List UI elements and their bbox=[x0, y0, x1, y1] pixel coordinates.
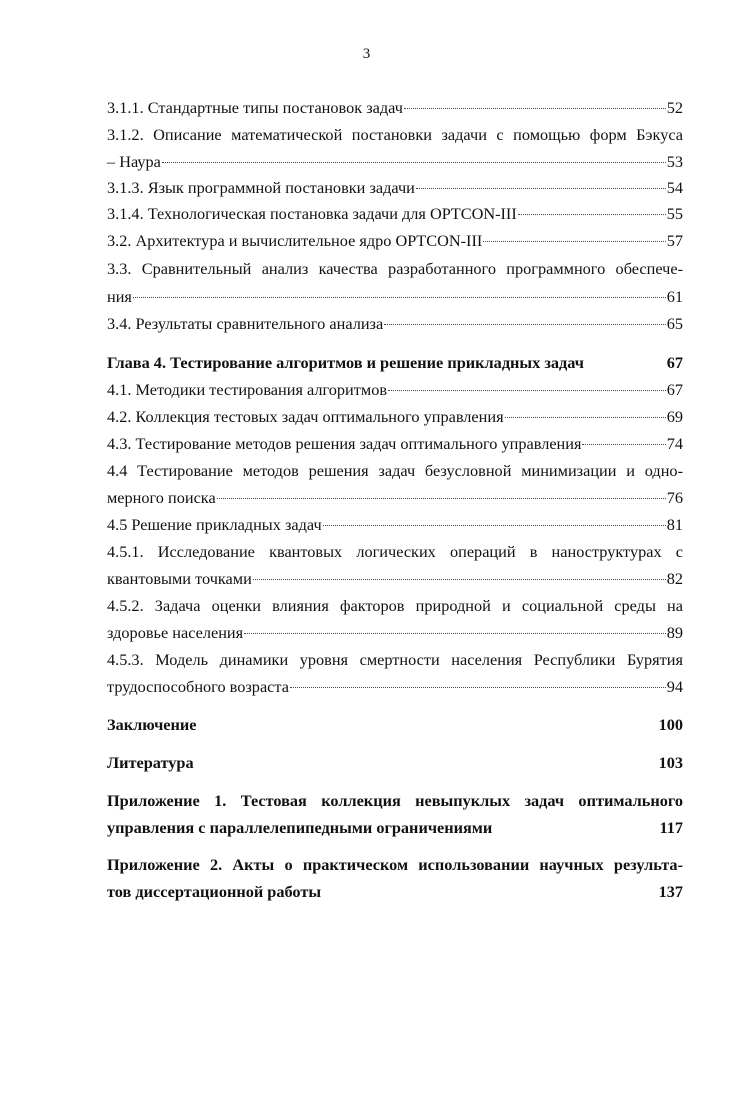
toc-entry-continuation[interactable]: управления с параллелепипедными ограниче… bbox=[107, 818, 683, 838]
toc-page-number: 117 bbox=[659, 818, 683, 837]
toc-entry[interactable]: 3.1.1. Стандартные типы постановок задач… bbox=[107, 98, 683, 118]
toc-entry-continuation[interactable]: – Наура 53 bbox=[107, 152, 683, 172]
toc-page-number: 103 bbox=[658, 753, 683, 772]
dot-leader bbox=[384, 324, 666, 325]
toc-entry-title: квантовыми точками bbox=[107, 569, 252, 588]
page-number: 3 bbox=[362, 46, 371, 62]
toc-entry-title: 4.5.3. Модель динамики уровня смертности… bbox=[107, 650, 683, 669]
toc-entry-title: 3.2. Архитектура и вычислительное ядро O… bbox=[107, 231, 483, 250]
toc-entry-title: 3.1.2. Описание математической постановк… bbox=[107, 125, 683, 144]
toc-entry-title: управления с параллелепипедными ограниче… bbox=[107, 818, 493, 837]
toc-entry-title: Глава 4. Тестирование алгоритмов и решен… bbox=[107, 353, 584, 372]
toc-entry[interactable]: 4.4 Тестирование методов решения задач б… bbox=[107, 461, 683, 481]
toc-entry[interactable]: Приложение 1. Тестовая коллекция невыпук… bbox=[107, 791, 683, 811]
toc-entry-title: 4.5 Решение прикладных задач bbox=[107, 515, 322, 534]
toc-page-number: 137 bbox=[658, 882, 683, 901]
toc-entry-continuation[interactable]: ния 61 bbox=[107, 287, 683, 307]
toc-entry-title: 4.2. Коллекция тестовых задач оптимально… bbox=[107, 407, 504, 426]
toc-entry-title: Заключение bbox=[107, 715, 197, 734]
toc-entry-continuation[interactable]: мерного поиска 76 bbox=[107, 488, 683, 508]
toc-page-number: 52 bbox=[666, 98, 683, 117]
toc-entry-continuation[interactable]: трудоспособного возраста 94 bbox=[107, 677, 683, 697]
toc-entry-title: Приложение 1. Тестовая коллекция невыпук… bbox=[107, 791, 683, 810]
toc-page-number: 74 bbox=[666, 434, 683, 453]
toc-page-number: 82 bbox=[666, 569, 683, 588]
dot-leader bbox=[483, 241, 666, 242]
toc-entry[interactable]: 4.3. Тестирование методов решения задач … bbox=[107, 434, 683, 454]
toc-entry-title: 4.5.2. Задача оценки влияния факторов пр… bbox=[107, 596, 683, 615]
dot-leader bbox=[403, 108, 666, 109]
toc-entry[interactable]: 3.4. Результаты сравнительного анализа 65 bbox=[107, 314, 683, 334]
dot-leader bbox=[252, 579, 666, 580]
toc-page-number: 67 bbox=[666, 380, 683, 399]
toc-entry[interactable]: 4.1. Методики тестирования алгоритмов 67 bbox=[107, 380, 683, 400]
toc-entry[interactable]: Литература 103 bbox=[107, 753, 683, 773]
toc-entry[interactable]: 4.5 Решение прикладных задач 81 bbox=[107, 515, 683, 535]
toc-entry-title: Литература bbox=[107, 753, 194, 772]
toc-entry-title: 3.1.4. Технологическая постановка задачи… bbox=[107, 204, 517, 223]
toc-page-number: 55 bbox=[666, 204, 683, 223]
toc-entry-continuation[interactable]: здоровье населения 89 bbox=[107, 623, 683, 643]
toc-entry-title: 4.5.1. Исследование квантовых логических… bbox=[107, 542, 683, 561]
toc-entry-title: 4.1. Методики тестирования алгоритмов bbox=[107, 380, 388, 399]
toc-entry[interactable]: 4.2. Коллекция тестовых задач оптимально… bbox=[107, 407, 683, 427]
toc-entry-title: 4.4 Тестирование методов решения задач б… bbox=[107, 461, 683, 480]
toc-page-number: 69 bbox=[666, 407, 683, 426]
toc-page-number: 57 bbox=[666, 231, 683, 250]
toc-page-number: 89 bbox=[666, 623, 683, 642]
toc-entry[interactable]: 3.1.2. Описание математической постановк… bbox=[107, 125, 683, 145]
toc-entry-continuation[interactable]: тов диссертационной работы 137 bbox=[107, 882, 683, 902]
toc-page-number: 81 bbox=[666, 515, 683, 534]
toc-page-number: 65 bbox=[666, 314, 683, 333]
toc-entry-title: Приложение 2. Акты о практическом исполь… bbox=[107, 855, 683, 874]
dot-leader bbox=[289, 687, 666, 688]
toc-entry-title: 3.1.3. Язык программной постановки задач… bbox=[107, 178, 415, 197]
toc-entry-title: трудоспособного возраста bbox=[107, 677, 289, 696]
toc-entry[interactable]: 3.3. Сравнительный анализ качества разра… bbox=[107, 259, 683, 279]
dot-leader bbox=[161, 162, 666, 163]
toc-page-number: 61 bbox=[666, 287, 683, 306]
dot-leader bbox=[415, 188, 666, 189]
toc-entry-title: ния bbox=[107, 287, 132, 306]
toc-page-number: 100 bbox=[658, 715, 683, 734]
toc-entry-title: – Наура bbox=[107, 152, 161, 171]
toc-entry[interactable]: 3.1.4. Технологическая постановка задачи… bbox=[107, 204, 683, 224]
toc-entry-title: тов диссертационной работы bbox=[107, 882, 322, 901]
toc-page-number: 53 bbox=[666, 152, 683, 171]
toc-entry[interactable]: Приложение 2. Акты о практическом исполь… bbox=[107, 855, 683, 875]
toc-entry-continuation[interactable]: квантовыми точками 82 bbox=[107, 569, 683, 589]
toc-entry[interactable]: 4.5.1. Исследование квантовых логических… bbox=[107, 542, 683, 562]
toc-entry-title: 3.1.1. Стандартные типы постановок задач bbox=[107, 98, 403, 117]
toc-entry[interactable]: 4.5.3. Модель динамики уровня смертности… bbox=[107, 650, 683, 670]
dot-leader bbox=[388, 390, 666, 391]
toc-entry-title: 4.3. Тестирование методов решения задач … bbox=[107, 434, 582, 453]
dot-leader bbox=[582, 444, 666, 445]
toc-entry[interactable]: Заключение 100 bbox=[107, 715, 683, 735]
dot-leader bbox=[244, 633, 666, 634]
toc-entry[interactable]: 3.2. Архитектура и вычислительное ядро O… bbox=[107, 231, 683, 251]
toc-page-number: 67 bbox=[666, 353, 683, 372]
toc-entry-title: здоровье населения bbox=[107, 623, 244, 642]
toc-page-number: 76 bbox=[666, 488, 683, 507]
toc-entry-title: 3.3. Сравнительный анализ качества разра… bbox=[107, 259, 683, 278]
dot-leader bbox=[504, 417, 666, 418]
toc-entry[interactable]: Глава 4. Тестирование алгоритмов и решен… bbox=[107, 353, 683, 373]
dot-leader bbox=[132, 297, 666, 298]
toc-page-number: 94 bbox=[666, 677, 683, 696]
dot-leader bbox=[216, 498, 666, 499]
toc-entry[interactable]: 3.1.3. Язык программной постановки задач… bbox=[107, 178, 683, 198]
dot-leader bbox=[517, 214, 666, 215]
toc-page-number: 54 bbox=[666, 178, 683, 197]
dot-leader bbox=[322, 525, 666, 526]
toc-entry-title: 3.4. Результаты сравнительного анализа bbox=[107, 314, 384, 333]
toc-entry[interactable]: 4.5.2. Задача оценки влияния факторов пр… bbox=[107, 596, 683, 616]
toc-entry-title: мерного поиска bbox=[107, 488, 216, 507]
